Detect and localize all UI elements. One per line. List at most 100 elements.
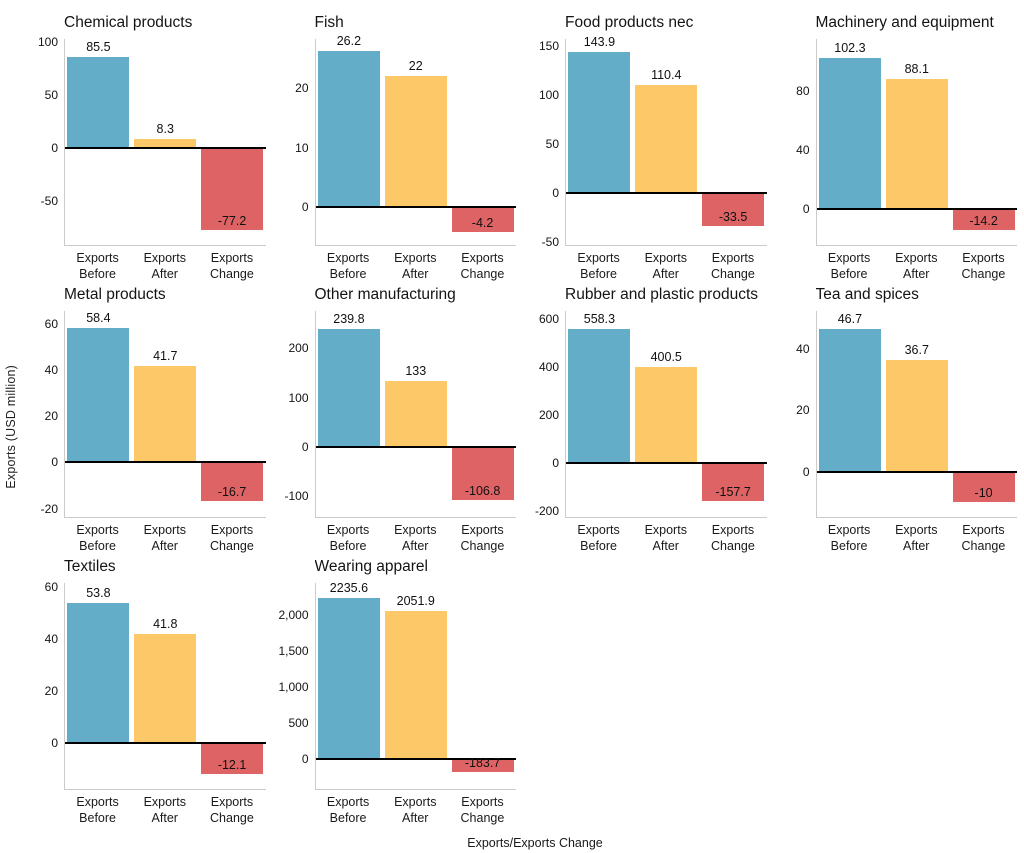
y-axis-tick-gutter: 200 100 0 -100 xyxy=(273,311,315,517)
y-tick-label: -50 xyxy=(541,235,559,250)
y-tick-label: -20 xyxy=(40,501,58,516)
x-category-label-after: Exports After xyxy=(883,523,950,554)
x-category-line1: Exports xyxy=(210,523,254,537)
bar-exports-change xyxy=(451,758,514,773)
x-category-line2: Before xyxy=(580,538,617,553)
x-category-line2: After xyxy=(652,266,679,281)
bar-value-label: 41.8 xyxy=(153,617,178,632)
x-category-labels: Exports Before Exports After Exports Change xyxy=(315,246,517,282)
x-category-line2: Before xyxy=(830,538,868,553)
bar-value-label: 46.7 xyxy=(837,312,863,326)
zero-baseline xyxy=(315,206,516,208)
x-category-line1: Exports xyxy=(76,251,119,265)
y-tick-label: 60 xyxy=(44,579,58,594)
bar-exports-before xyxy=(568,328,631,464)
plot-area: 26.2 22 -4.2 xyxy=(314,34,516,246)
x-category-labels: Exports Before Exports After Exports Change xyxy=(816,246,1018,282)
x-category-labels: Exports Before Exports After Exports Change xyxy=(64,246,266,282)
bar-exports-after xyxy=(635,84,698,194)
x-category-line2: Change xyxy=(210,538,254,553)
x-category-line2: Before xyxy=(580,266,617,281)
x-category-label-before: Exports Before xyxy=(816,523,883,554)
x-category-line1: Exports xyxy=(143,523,186,537)
bar-value-label: 102.3 xyxy=(834,40,866,55)
x-category-line2: Before xyxy=(329,810,367,825)
y-tick-label: -200 xyxy=(534,504,559,519)
bar-value-label: -157.7 xyxy=(715,485,751,500)
subplot-grid: Chemical products 100 50 0 -50 85.5 8.3 -77.2 Ex… xyxy=(22,0,1024,825)
bar-exports-before xyxy=(317,598,380,759)
bar-exports-after xyxy=(635,366,698,464)
bar-exports-change xyxy=(451,447,514,500)
y-tick-label: 50 xyxy=(545,137,559,152)
x-category-label-change: Exports Change xyxy=(699,251,766,282)
x-category-labels: Exports Before Exports After Exports Change xyxy=(64,790,266,826)
plot-row: 60 40 20 0 53.8 41.8 -12.1 xyxy=(22,579,273,790)
x-category-line1: Exports xyxy=(143,795,186,809)
bar-exports-before xyxy=(818,329,881,472)
plot-area: 53.8 41.8 -12.1 xyxy=(64,583,266,790)
x-axis-label: Exports/Exports Change xyxy=(467,836,603,850)
y-tick-label: 40 xyxy=(44,631,58,646)
x-category-line2: Change xyxy=(460,810,505,825)
subplot-title: Chemical products xyxy=(64,14,193,31)
y-tick-label: 0 xyxy=(552,186,559,201)
bar-value-label: 110.4 xyxy=(651,67,682,82)
x-category-line1: Exports xyxy=(644,251,687,265)
bar-value-label: 558.3 xyxy=(583,311,616,326)
x-category-line1: Exports xyxy=(895,523,938,537)
bar-value-label: 36.7 xyxy=(904,342,929,357)
bar-exports-after xyxy=(134,366,197,463)
bar-exports-change xyxy=(201,462,264,502)
x-category-line1: Exports xyxy=(827,523,871,537)
x-category-line2: After xyxy=(903,266,930,281)
plot-row: 60 40 20 0 -20 58.4 41.7 -16.7 xyxy=(22,311,273,518)
x-category-label-after: Exports After xyxy=(131,795,198,826)
x-category-line1: Exports xyxy=(577,523,620,537)
x-category-labels: Exports Before Exports After Exports Change xyxy=(315,518,517,554)
bar-value-label: 53.8 xyxy=(86,586,111,600)
bar-value-label: 8.3 xyxy=(156,122,174,137)
bar-value-label: -14.2 xyxy=(969,213,998,228)
zero-baseline xyxy=(65,461,266,464)
subplot-title: Metal products xyxy=(64,286,166,303)
x-category-line2: Before xyxy=(79,266,116,281)
bar-value-label: 143.9 xyxy=(583,34,616,49)
y-axis-label: Exports (USD million) xyxy=(4,364,18,489)
y-tick-label: 0 xyxy=(301,440,309,455)
x-category-line2: Change xyxy=(210,810,254,825)
x-category-label-after: Exports After xyxy=(632,523,699,554)
bar-value-label: 22 xyxy=(408,59,423,74)
subplot-rubber-and-plastic-products: Rubber and plastic products 600 400 200 0 -20… xyxy=(523,272,774,553)
y-tick-label: 0 xyxy=(802,464,810,479)
x-category-label-change: Exports Change xyxy=(950,523,1017,554)
bar-value-label: 2235.6 xyxy=(329,581,369,596)
y-tick-label: 80 xyxy=(796,83,810,98)
plot-row: 600 400 200 0 -200 558.3 400.5 -157.7 xyxy=(523,311,774,518)
bar-value-label: -33.5 xyxy=(718,210,748,225)
bar-exports-change xyxy=(201,742,264,775)
x-category-line1: Exports xyxy=(394,523,437,537)
x-category-line1: Exports xyxy=(76,523,119,537)
bar-value-label: 400.5 xyxy=(650,349,682,364)
y-tick-label: 10 xyxy=(295,140,309,155)
zero-baseline xyxy=(566,462,767,465)
bar-exports-after xyxy=(384,381,447,447)
x-category-label-after: Exports After xyxy=(382,523,449,554)
y-axis-tick-gutter: 150 100 50 0 -50 xyxy=(523,39,565,249)
x-category-line1: Exports xyxy=(461,251,504,265)
y-axis-tick-gutter: 60 40 20 0 xyxy=(22,579,64,789)
x-category-labels: Exports Before Exports After Exports Change xyxy=(565,518,767,554)
subplot-title: Rubber and plastic products xyxy=(565,286,759,303)
y-tick-label: 400 xyxy=(538,359,559,374)
subplot-title: Other manufacturing xyxy=(314,286,456,303)
x-category-line1: Exports xyxy=(962,523,1005,537)
x-category-line2: Change xyxy=(961,538,1006,553)
x-category-line2: Change xyxy=(460,266,505,281)
subplot-title: Tea and spices xyxy=(815,286,919,303)
y-tick-label: 200 xyxy=(288,341,309,356)
x-category-line1: Exports xyxy=(895,251,938,265)
subplot-fish: Fish 20 10 0 26.2 22 -4.2 Exports Before Exports A… xyxy=(273,0,524,281)
plot-area: 102.3 88.1 -14.2 xyxy=(815,39,1017,246)
x-category-line1: Exports xyxy=(76,795,119,809)
